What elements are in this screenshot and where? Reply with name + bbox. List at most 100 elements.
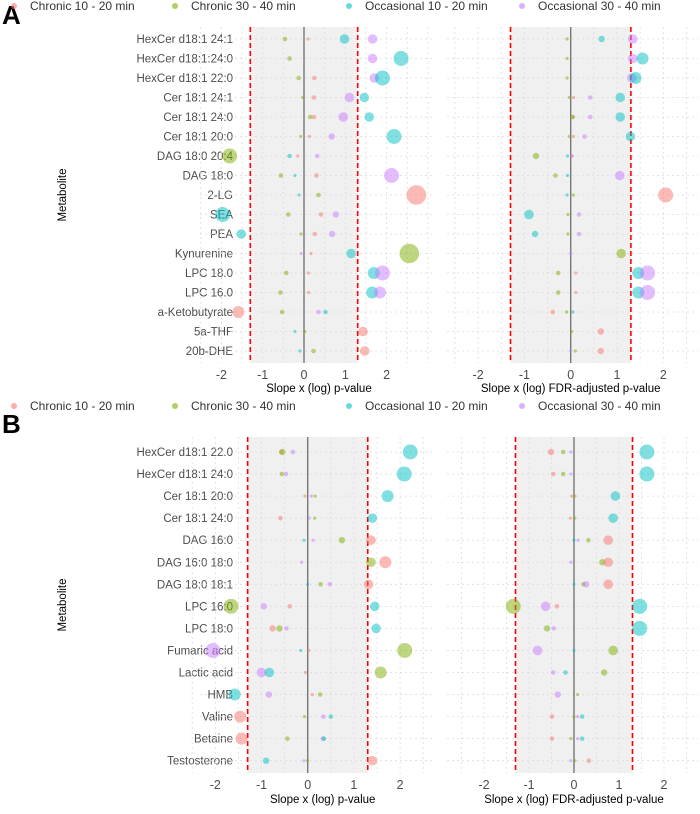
- data-point: [579, 736, 585, 741]
- data-point: [285, 736, 290, 741]
- data-point: [563, 670, 568, 675]
- data-point: [309, 494, 313, 498]
- data-point: [551, 471, 556, 477]
- data-point: [279, 448, 286, 456]
- data-point: [505, 598, 521, 614]
- panel-a: A Chronic 10 - 20 min Chronic 30 - 40 min O…: [2, 0, 698, 395]
- data-point: [625, 131, 636, 142]
- data-point: [587, 114, 593, 120]
- data-point: [371, 623, 381, 634]
- y-tick-label: DAG 18:0 20:4: [157, 151, 234, 163]
- data-point: [582, 134, 587, 139]
- data-point: [627, 53, 638, 64]
- data-point: [393, 51, 409, 66]
- data-point: [318, 212, 324, 217]
- legend-item: Occasional 30 - 40 min: [519, 0, 661, 13]
- data-point: [615, 92, 626, 103]
- data-point: [571, 95, 576, 100]
- data-point: [586, 758, 592, 763]
- legend-item: Chronic 10 - 20 min: [11, 399, 135, 413]
- data-point: [550, 309, 555, 315]
- data-point: [381, 490, 394, 503]
- data-point: [338, 112, 349, 122]
- data-point: [565, 56, 569, 61]
- y-tick-label: PEA: [210, 229, 233, 241]
- x-tick-label: 2: [660, 368, 667, 382]
- data-point: [603, 535, 613, 545]
- data-point: [566, 232, 570, 236]
- data-point: [358, 326, 368, 337]
- data-point: [632, 598, 648, 614]
- data-point: [549, 736, 555, 741]
- data-point: [553, 173, 558, 178]
- data-point: [597, 347, 604, 355]
- data-point: [571, 134, 576, 139]
- data-point: [309, 251, 313, 256]
- data-point: [306, 37, 310, 41]
- y-axis-title: Metabolite: [57, 578, 69, 631]
- data-point: [570, 494, 574, 498]
- data-point: [373, 286, 386, 299]
- x-tick-label: 0: [567, 368, 574, 382]
- data-point: [632, 620, 648, 636]
- subplot-p-value: -2 -1 0 1 2 Slope x (log) p-value: [200, 27, 432, 395]
- y-tick-label: HexCer d18:1 24:1: [136, 34, 233, 46]
- data-point: [283, 270, 289, 276]
- data-point: [572, 648, 576, 653]
- y-tick-label: DAG 16:0: [183, 535, 234, 547]
- data-point: [313, 494, 317, 498]
- data-point: [265, 691, 273, 698]
- legend: Chronic 10 - 20 min Chronic 30 - 40 min Oc…: [11, 399, 661, 413]
- x-tick-label: 1: [614, 368, 621, 382]
- data-point: [600, 669, 608, 676]
- x-tick-label: 1: [350, 778, 357, 792]
- data-point: [565, 76, 569, 80]
- x-tick-label: 2: [383, 368, 390, 382]
- data-point: [311, 348, 316, 354]
- data-point: [616, 248, 626, 259]
- data-point: [366, 557, 376, 568]
- data-point: [614, 170, 625, 181]
- data-point: [293, 173, 297, 178]
- data-point: [307, 516, 311, 520]
- y-tick-label: 2-LG: [207, 190, 233, 202]
- data-point: [278, 173, 284, 178]
- data-point: [367, 34, 378, 44]
- data-point: [228, 688, 241, 701]
- y-tick-label: 5a-THF: [194, 327, 233, 339]
- data-point: [374, 70, 390, 86]
- data-point: [369, 601, 380, 612]
- data-point: [359, 92, 370, 103]
- x-tick-label: 1: [342, 368, 349, 382]
- legend-item: Occasional 10 - 20 min: [346, 0, 488, 13]
- data-point: [576, 737, 580, 741]
- data-point: [551, 626, 557, 631]
- data-point: [597, 328, 604, 335]
- x-tick-label: 2: [397, 778, 404, 792]
- legend-label: Occasional 30 - 40 min: [538, 0, 661, 13]
- data-point: [603, 557, 613, 568]
- data-point: [344, 92, 355, 103]
- y-tick-label: a-Ketobutyrate: [158, 307, 233, 319]
- data-point: [565, 154, 570, 158]
- data-point: [299, 251, 303, 256]
- data-point: [303, 329, 307, 334]
- y-tick-label: Cer 18:1 20:0: [163, 491, 233, 503]
- y-tick-label: Testosterone: [167, 756, 233, 768]
- legend-item: Chronic 30 - 40 min: [172, 0, 296, 13]
- data-point: [256, 667, 267, 678]
- data-point: [573, 759, 577, 763]
- x-tick-label: 0: [571, 778, 578, 792]
- legend-key: [346, 3, 352, 9]
- data-point: [569, 737, 573, 741]
- data-point: [386, 129, 402, 144]
- x-tick-label: -2: [216, 368, 227, 382]
- data-point: [551, 670, 556, 675]
- data-point: [307, 134, 311, 139]
- data-point: [570, 329, 574, 334]
- data-point: [573, 349, 577, 353]
- data-point: [560, 471, 566, 477]
- data-point: [366, 535, 376, 545]
- x-tick-label: -2: [478, 778, 489, 792]
- data-point: [339, 34, 350, 44]
